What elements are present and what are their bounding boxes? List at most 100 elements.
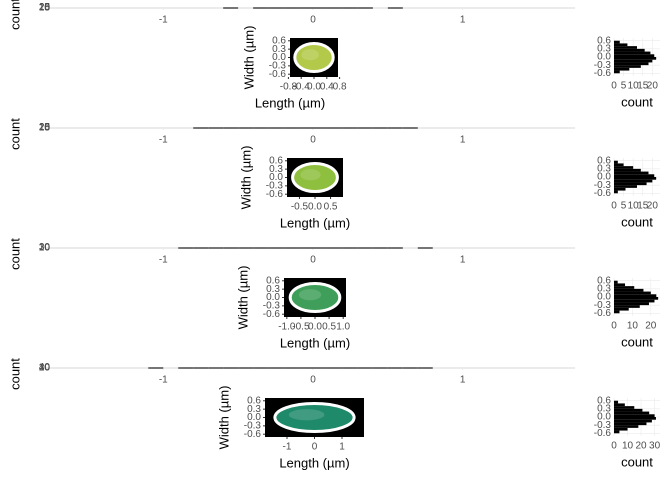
histogram-bar	[148, 367, 164, 369]
histogram-bar	[253, 127, 269, 129]
x-tick-label: 20	[647, 201, 659, 212]
x-tick-label: -1.0	[278, 322, 296, 333]
histogram-bar	[387, 127, 403, 129]
histogram-bar	[614, 168, 641, 172]
histogram-bar	[327, 367, 343, 369]
y-tick-label: 0.6	[266, 275, 280, 286]
histogram-bar	[614, 283, 626, 287]
histogram-bar	[283, 367, 299, 369]
histogram-bar	[268, 367, 284, 369]
histogram-bar	[614, 302, 649, 306]
x-tick-label: 1	[339, 442, 345, 453]
x-tick-label: 15	[637, 81, 649, 92]
histogram-bar	[193, 247, 209, 249]
x-tick-label: 0	[611, 201, 617, 212]
histogram-bar	[357, 7, 373, 9]
histogram-bar	[614, 62, 649, 66]
y-axis-label: Width (µm)	[238, 146, 253, 210]
y-tick-label: 20	[39, 362, 51, 373]
x-tick-label: 0.4	[320, 82, 334, 93]
x-tick-label: 5	[621, 81, 627, 92]
x-axis-label: Length (µm)	[255, 95, 325, 110]
histogram-bar	[357, 247, 373, 249]
y-tick-label: 0	[44, 243, 50, 254]
y-tick-label: 0	[44, 363, 50, 374]
y-tick-label: 0.6	[597, 35, 611, 46]
x-tick-label: -0.8	[280, 82, 298, 93]
histogram-bar	[238, 127, 254, 129]
y-axis-label: Width (µm)	[235, 266, 250, 330]
histogram-bar	[614, 182, 647, 186]
y-tick-label: 0.6	[247, 395, 261, 406]
histogram-bar	[372, 127, 388, 129]
x-tick-label: 10	[628, 81, 640, 92]
y-tick-label: 0.3	[269, 164, 283, 175]
x-tick-label: 1	[460, 255, 466, 266]
histogram-bar	[417, 367, 433, 369]
histogram-bar	[298, 367, 313, 369]
histogram-bar	[208, 127, 224, 129]
histogram-bar	[614, 403, 625, 407]
histogram-bar	[253, 247, 269, 249]
histogram-bar	[614, 419, 652, 423]
y-tick-label: -0.6	[594, 188, 612, 199]
x-tick-label: 0	[310, 375, 316, 386]
y-tick-label: -0.6	[266, 189, 284, 200]
y-tick-label: -0.6	[244, 429, 262, 440]
y-tick-label: 0.3	[597, 283, 611, 294]
histogram-bar	[178, 367, 194, 369]
x-tick-label: 0	[611, 441, 617, 452]
y-tick-label: -0.3	[266, 180, 284, 191]
x-axis-label: Length (µm)	[280, 335, 350, 350]
x-tick-label: 20	[647, 81, 659, 92]
histogram-bar	[283, 247, 299, 249]
y-tick-label: 10	[39, 122, 51, 133]
y-tick-label: 5	[44, 3, 50, 14]
histogram-bar	[342, 247, 358, 249]
x-tick-label: 1	[460, 375, 466, 386]
y-tick-label: 0.6	[597, 275, 611, 286]
histogram-bar	[614, 187, 626, 191]
histogram-bar	[614, 57, 657, 60]
x-tick-label: 0.0	[308, 322, 322, 333]
y-tick-label: 5	[44, 123, 50, 134]
cell-shape	[288, 281, 342, 314]
y-tick-label: 10	[39, 242, 51, 253]
histogram-bar	[614, 286, 635, 289]
histogram-bar	[614, 408, 643, 412]
histogram-bar	[614, 417, 656, 420]
histogram-bar	[614, 294, 657, 297]
x-axis-label: Length (µm)	[280, 215, 350, 230]
histogram-bar	[268, 247, 284, 249]
y-tick-label: 0.3	[597, 43, 611, 54]
histogram-bar	[312, 7, 328, 9]
y-tick-label: 0.6	[597, 395, 611, 406]
histogram-bar	[614, 174, 655, 177]
x-tick-label: -1	[159, 375, 168, 386]
y-tick-label: 0	[44, 123, 50, 134]
histogram-bar	[614, 185, 637, 188]
cell-shape	[293, 41, 335, 74]
x-tick-label: 0.0	[308, 202, 322, 213]
histogram-bar	[402, 127, 418, 129]
y-tick-label: -0.6	[594, 308, 612, 319]
y-tick-label: -0.6	[594, 68, 612, 79]
y-tick-label: -0.6	[263, 309, 281, 320]
x-tick-label: 0.5	[324, 202, 338, 213]
histogram-bar	[312, 127, 328, 129]
histogram-bar	[614, 427, 628, 431]
histogram-bar	[327, 7, 343, 9]
cell-highlight	[298, 289, 322, 301]
x-tick-label: 0	[310, 255, 316, 266]
histogram-bar	[298, 127, 313, 129]
x-axis-label: count	[621, 334, 653, 349]
x-tick-label: 0	[310, 15, 316, 26]
histogram-bar	[223, 7, 239, 9]
y-tick-label: 0.0	[272, 52, 286, 63]
x-axis-label: count	[621, 214, 653, 229]
histogram-bar	[193, 127, 209, 129]
y-axis-label: count	[7, 238, 22, 270]
histogram-bar	[298, 7, 313, 9]
y-tick-label: 0.0	[247, 412, 261, 423]
